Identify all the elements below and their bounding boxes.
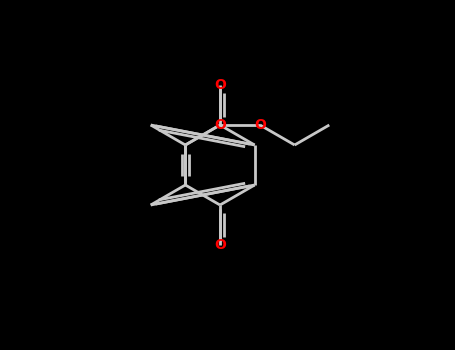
Text: O: O (254, 118, 266, 132)
Text: O: O (214, 78, 226, 92)
Text: O: O (214, 238, 226, 252)
Text: O: O (214, 118, 226, 132)
